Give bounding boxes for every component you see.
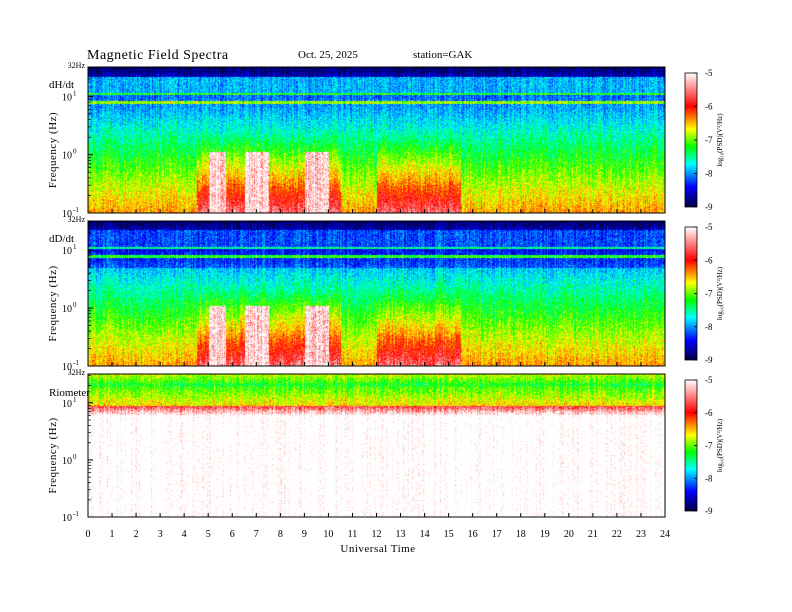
x-tick-label: 12 bbox=[372, 529, 382, 540]
y-tick-exponent: 0 bbox=[73, 148, 77, 156]
y-tick-exponent: -1 bbox=[73, 359, 79, 367]
y-axis-label: Frequency (Hz) bbox=[47, 417, 59, 493]
colorbar-tick-label: -7 bbox=[705, 441, 713, 451]
y-tick-label: 10 bbox=[62, 513, 72, 524]
y-tick-label: 10 bbox=[62, 304, 72, 315]
x-axis-ticks: 0 1 2 3 4 5 6 7 8 9 10 11 12 13 14 15 16 17 18 19 20 21 22 23 24 bbox=[86, 529, 671, 540]
x-tick-label: 20 bbox=[564, 529, 574, 540]
spectrogram-image bbox=[88, 221, 665, 366]
panel-name: Riometer bbox=[49, 387, 90, 399]
x-tick-label: 10 bbox=[323, 529, 333, 540]
panel-name: dD/dt bbox=[49, 233, 74, 245]
colorbar-tick-label: -8 bbox=[705, 322, 713, 332]
x-tick-label: 5 bbox=[206, 529, 211, 540]
y-tick-label: 10 bbox=[62, 246, 72, 257]
x-tick-label: 3 bbox=[158, 529, 163, 540]
colorbar-tick-label: -7 bbox=[705, 289, 713, 299]
x-tick-label: 19 bbox=[540, 529, 550, 540]
y-tick-label: 10 bbox=[62, 92, 72, 103]
x-tick-label: 21 bbox=[588, 529, 598, 540]
x-tick-label: 9 bbox=[302, 529, 307, 540]
y-tick-exponent: 0 bbox=[73, 301, 77, 309]
y-tick-exponent: -1 bbox=[73, 206, 79, 214]
colorbar-tick-label: -9 bbox=[705, 506, 713, 516]
x-tick-label: 23 bbox=[636, 529, 646, 540]
colorbar-tick-label: -8 bbox=[705, 473, 713, 483]
y-tick-exponent: -1 bbox=[73, 510, 79, 518]
station-label: station=GAK bbox=[413, 49, 472, 61]
colorbar-tick-label: -8 bbox=[705, 169, 713, 179]
x-tick-label: 16 bbox=[468, 529, 478, 540]
x-tick-label: 13 bbox=[396, 529, 406, 540]
y-tick-label: 10 bbox=[62, 399, 72, 410]
x-tick-label: 8 bbox=[278, 529, 283, 540]
y-axis-label: Frequency (Hz) bbox=[47, 265, 59, 341]
y-tick-exponent: 1 bbox=[73, 89, 77, 97]
y-axis-label: Frequency (Hz) bbox=[47, 112, 59, 188]
x-tick-label: 18 bbox=[516, 529, 526, 540]
y-tick-label: 10 bbox=[62, 209, 72, 220]
colorbar-label: log₁₀(PSD)(V²/Hz) bbox=[716, 113, 724, 167]
y-top-label: 32Hz bbox=[68, 368, 86, 377]
colorbar-tick-label: -6 bbox=[705, 408, 713, 418]
panel-name: dH/dt bbox=[49, 79, 74, 91]
y-tick-exponent: 1 bbox=[73, 396, 77, 404]
x-tick-label: 4 bbox=[182, 529, 187, 540]
y-tick-exponent: 1 bbox=[73, 243, 77, 251]
spectrogram-image bbox=[88, 374, 665, 517]
figure-date: Oct. 25, 2025 bbox=[298, 49, 358, 61]
x-tick-label: 15 bbox=[444, 529, 454, 540]
colorbar-tick-label: -5 bbox=[705, 222, 713, 232]
x-tick-label: 1 bbox=[110, 529, 115, 540]
x-tick-label: 11 bbox=[348, 529, 358, 540]
x-tick-label: 0 bbox=[86, 529, 91, 540]
x-tick-label: 2 bbox=[134, 529, 139, 540]
colorbar-tick-label: -5 bbox=[705, 375, 713, 385]
x-tick-label: 24 bbox=[660, 529, 670, 540]
colorbar-label: log₁₀(PSD)(V²/Hz) bbox=[716, 266, 724, 320]
colorbar-tick-label: -6 bbox=[705, 102, 713, 112]
colorbar-tick-label: -7 bbox=[705, 135, 713, 145]
x-tick-label: 22 bbox=[612, 529, 622, 540]
x-tick-label: 14 bbox=[420, 529, 430, 540]
y-tick-label: 10 bbox=[62, 151, 72, 162]
y-tick-label: 10 bbox=[62, 456, 72, 467]
colorbar-tick-label: -9 bbox=[705, 355, 713, 365]
x-axis-label: Universal Time bbox=[340, 543, 415, 555]
y-tick-label: 10 bbox=[62, 362, 72, 373]
y-top-label: 32Hz bbox=[68, 215, 86, 224]
spectrogram-image bbox=[88, 67, 665, 213]
x-tick-label: 6 bbox=[230, 529, 235, 540]
x-tick-label: 7 bbox=[254, 529, 259, 540]
colorbar-tick-label: -5 bbox=[705, 68, 713, 78]
colorbar-tick-label: -6 bbox=[705, 255, 713, 265]
y-tick-exponent: 0 bbox=[73, 453, 77, 461]
y-top-label: 32Hz bbox=[68, 61, 86, 70]
x-tick-label: 17 bbox=[492, 529, 502, 540]
colorbar-label: log₁₀(PSD)(V²/Hz) bbox=[716, 418, 724, 472]
figure-title: Magnetic Field Spectra bbox=[87, 48, 229, 63]
colorbar-tick-label: -9 bbox=[705, 202, 713, 212]
